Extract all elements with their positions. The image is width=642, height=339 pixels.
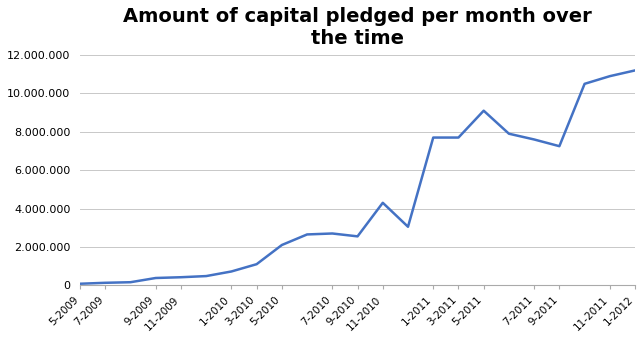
Title: Amount of capital pledged per month over
the time: Amount of capital pledged per month over… xyxy=(123,7,592,48)
